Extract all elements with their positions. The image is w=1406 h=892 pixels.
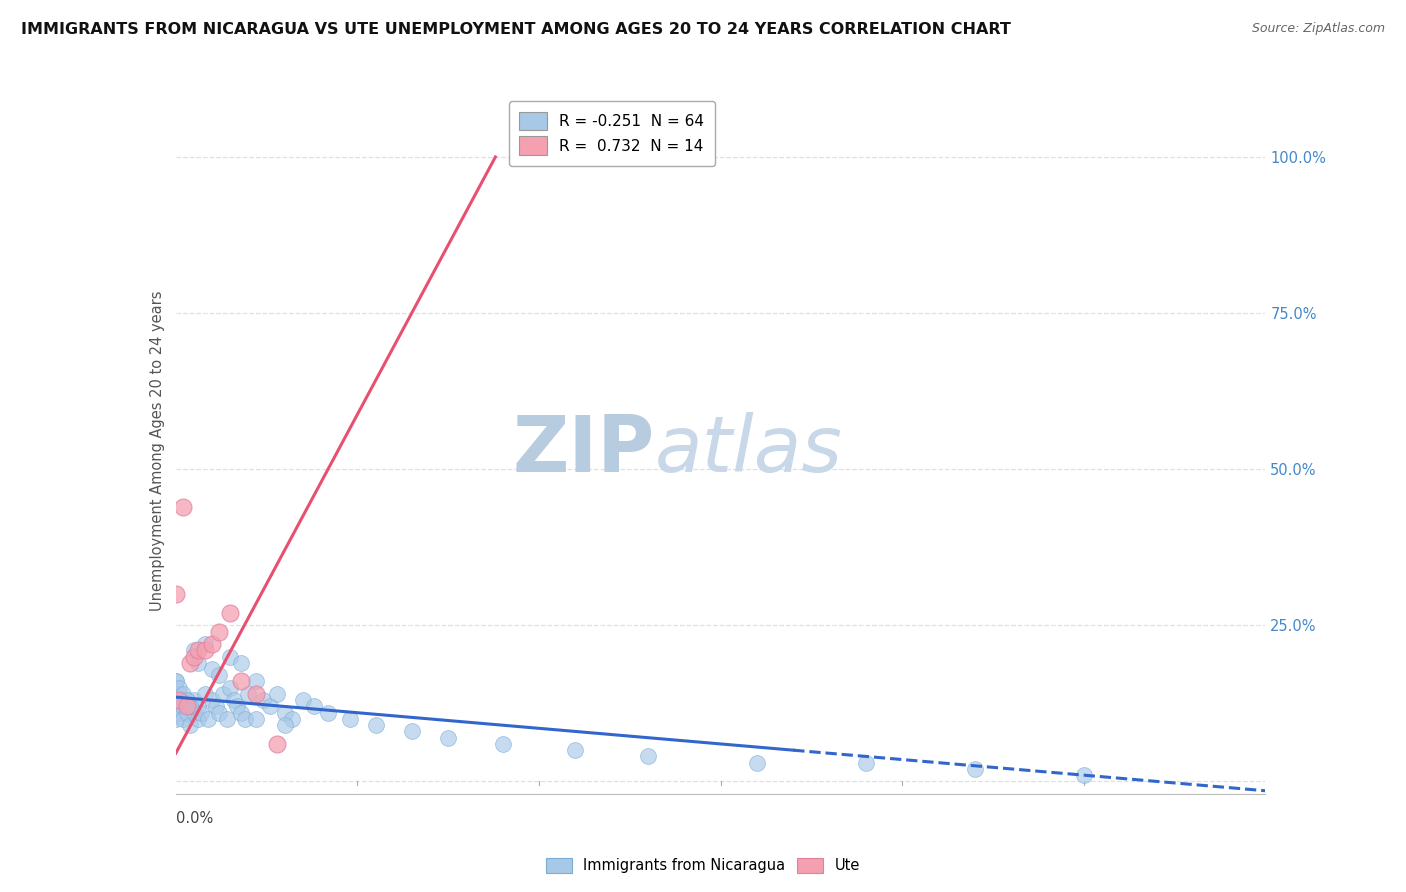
Point (745, 756, 768, 770)
Point (165, 674, 187, 689)
Point (204, 699, 226, 714)
Point (231, 706, 253, 720)
Point (186, 656, 209, 670)
Point (963, 762, 986, 776)
Point (194, 687, 217, 701)
Point (201, 637, 224, 651)
Point (176, 699, 198, 714)
Point (637, 749, 659, 764)
Text: IMMIGRANTS FROM NICARAGUA VS UTE UNEMPLOYMENT AMONG AGES 20 TO 24 YEARS CORRELAT: IMMIGRANTS FROM NICARAGUA VS UTE UNEMPLO… (21, 22, 1011, 37)
Point (172, 687, 194, 701)
Point (183, 643, 205, 657)
Legend: R = -0.251  N = 64, R =  0.732  N = 14: R = -0.251 N = 64, R = 0.732 N = 14 (509, 101, 714, 166)
Point (245, 674, 267, 689)
Point (183, 649, 205, 664)
Point (169, 693, 191, 707)
Point (401, 724, 423, 739)
Point (201, 662, 224, 676)
Text: 0.0%: 0.0% (176, 811, 212, 826)
Point (183, 693, 205, 707)
Point (208, 668, 231, 682)
Point (169, 706, 191, 720)
Point (169, 687, 191, 701)
Point (266, 737, 288, 751)
Point (165, 699, 187, 714)
Point (245, 712, 267, 726)
Point (231, 656, 253, 670)
Text: ZIP: ZIP (513, 412, 655, 489)
Point (339, 712, 361, 726)
Point (274, 718, 297, 732)
Point (172, 500, 194, 514)
Point (172, 712, 194, 726)
Point (186, 712, 209, 726)
Text: atlas: atlas (655, 412, 844, 489)
Point (274, 706, 297, 720)
Point (855, 756, 877, 770)
Point (226, 699, 249, 714)
Point (165, 674, 187, 689)
Point (215, 712, 238, 726)
Point (231, 674, 253, 689)
Point (183, 706, 205, 720)
Point (219, 681, 242, 695)
Point (222, 693, 245, 707)
Point (208, 706, 231, 720)
Point (437, 731, 460, 745)
Point (219, 649, 242, 664)
Point (291, 693, 314, 707)
Legend: Immigrants from Nicaragua, Ute: Immigrants from Nicaragua, Ute (538, 850, 868, 880)
Point (364, 718, 387, 732)
Point (281, 712, 304, 726)
Point (233, 712, 256, 726)
Point (201, 693, 224, 707)
Point (219, 606, 242, 620)
Point (252, 693, 274, 707)
Point (245, 687, 267, 701)
Point (176, 693, 198, 707)
Point (197, 712, 219, 726)
Point (302, 699, 325, 714)
Point (318, 706, 340, 720)
Point (176, 693, 198, 707)
Point (212, 687, 235, 701)
Y-axis label: Unemployment Among Ages 20 to 24 years: Unemployment Among Ages 20 to 24 years (149, 290, 165, 611)
Point (179, 656, 201, 670)
Point (179, 718, 201, 732)
Point (1073, 768, 1095, 782)
Point (169, 681, 191, 695)
Point (194, 637, 217, 651)
Point (564, 743, 586, 757)
Point (208, 624, 231, 639)
Text: Source: ZipAtlas.com: Source: ZipAtlas.com (1251, 22, 1385, 36)
Point (176, 706, 198, 720)
Point (186, 643, 209, 657)
Point (169, 693, 191, 707)
Point (238, 687, 260, 701)
Point (165, 587, 187, 601)
Point (165, 712, 187, 726)
Point (259, 699, 281, 714)
Point (172, 699, 194, 714)
Point (194, 643, 217, 657)
Point (179, 699, 201, 714)
Point (266, 687, 288, 701)
Point (492, 737, 515, 751)
Point (179, 699, 201, 714)
Point (186, 699, 209, 714)
Point (190, 706, 212, 720)
